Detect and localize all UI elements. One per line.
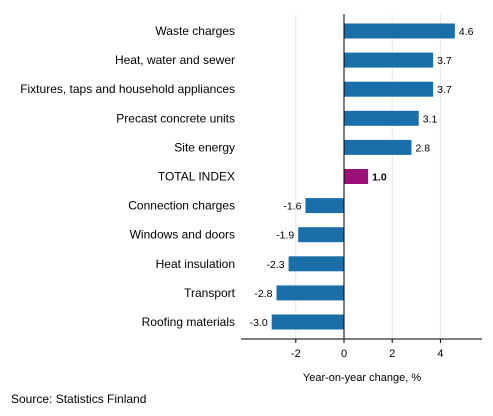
bar-7 bbox=[298, 227, 344, 243]
bar-1 bbox=[344, 52, 434, 68]
value-label-2: 3.7 bbox=[437, 84, 452, 96]
bar-8 bbox=[288, 256, 344, 272]
x-axis: -2 0 2 4 bbox=[241, 14, 482, 360]
value-label-1: 3.7 bbox=[437, 55, 452, 67]
category-label-10: Roofing materials bbox=[142, 315, 235, 329]
value-label-9: -2.8 bbox=[254, 288, 272, 300]
category-label-0: Waste charges bbox=[155, 24, 235, 38]
category-label-8: Heat insulation bbox=[156, 257, 235, 271]
value-label-3: 3.1 bbox=[423, 113, 438, 125]
category-label-7: Windows and doors bbox=[130, 228, 235, 242]
category-label-9: Transport bbox=[184, 286, 236, 300]
bar-0 bbox=[344, 23, 455, 39]
bar-9 bbox=[276, 285, 344, 301]
category-label-1: Heat, water and sewer bbox=[115, 53, 235, 67]
x-tick-label-1: 0 bbox=[341, 348, 347, 360]
bar-5 bbox=[344, 169, 369, 184]
x-tick-label-2: 2 bbox=[389, 348, 395, 360]
bar-2 bbox=[344, 81, 434, 97]
bars bbox=[271, 23, 455, 330]
category-label-6: Connection charges bbox=[128, 199, 235, 213]
value-label-5: 1.0 bbox=[372, 172, 387, 184]
bar-3 bbox=[344, 110, 419, 126]
category-label-3: Precast concrete units bbox=[116, 111, 235, 125]
bar-4 bbox=[344, 139, 412, 155]
value-label-0: 4.6 bbox=[459, 26, 474, 38]
category-labels: Waste charges Heat, water and sewer Fixtur… bbox=[20, 24, 235, 329]
x-axis-title: Year-on-year change, % bbox=[303, 372, 421, 384]
gridlines bbox=[295, 14, 441, 339]
value-label-7: -1.9 bbox=[276, 230, 294, 242]
value-label-10: -3.0 bbox=[250, 317, 268, 329]
value-labels: 4.6 3.7 3.7 3.1 2.8 1.0 -1.6 -1.9 -2.3 -2.8 -3.0 bbox=[250, 26, 474, 329]
value-label-6: -1.6 bbox=[283, 201, 301, 213]
bar-10 bbox=[271, 314, 344, 330]
x-tick-label-3: 4 bbox=[437, 348, 443, 360]
value-label-4: 2.8 bbox=[415, 142, 430, 154]
x-tick-label-0: -2 bbox=[291, 348, 301, 360]
category-label-4: Site energy bbox=[174, 140, 235, 154]
bar-6 bbox=[305, 198, 344, 214]
value-label-8: -2.3 bbox=[266, 259, 284, 271]
source-note: Source: Statistics Finland bbox=[11, 392, 146, 406]
category-label-2: Fixtures, taps and household appliances bbox=[20, 82, 235, 96]
category-label-5: TOTAL INDEX bbox=[158, 170, 235, 184]
